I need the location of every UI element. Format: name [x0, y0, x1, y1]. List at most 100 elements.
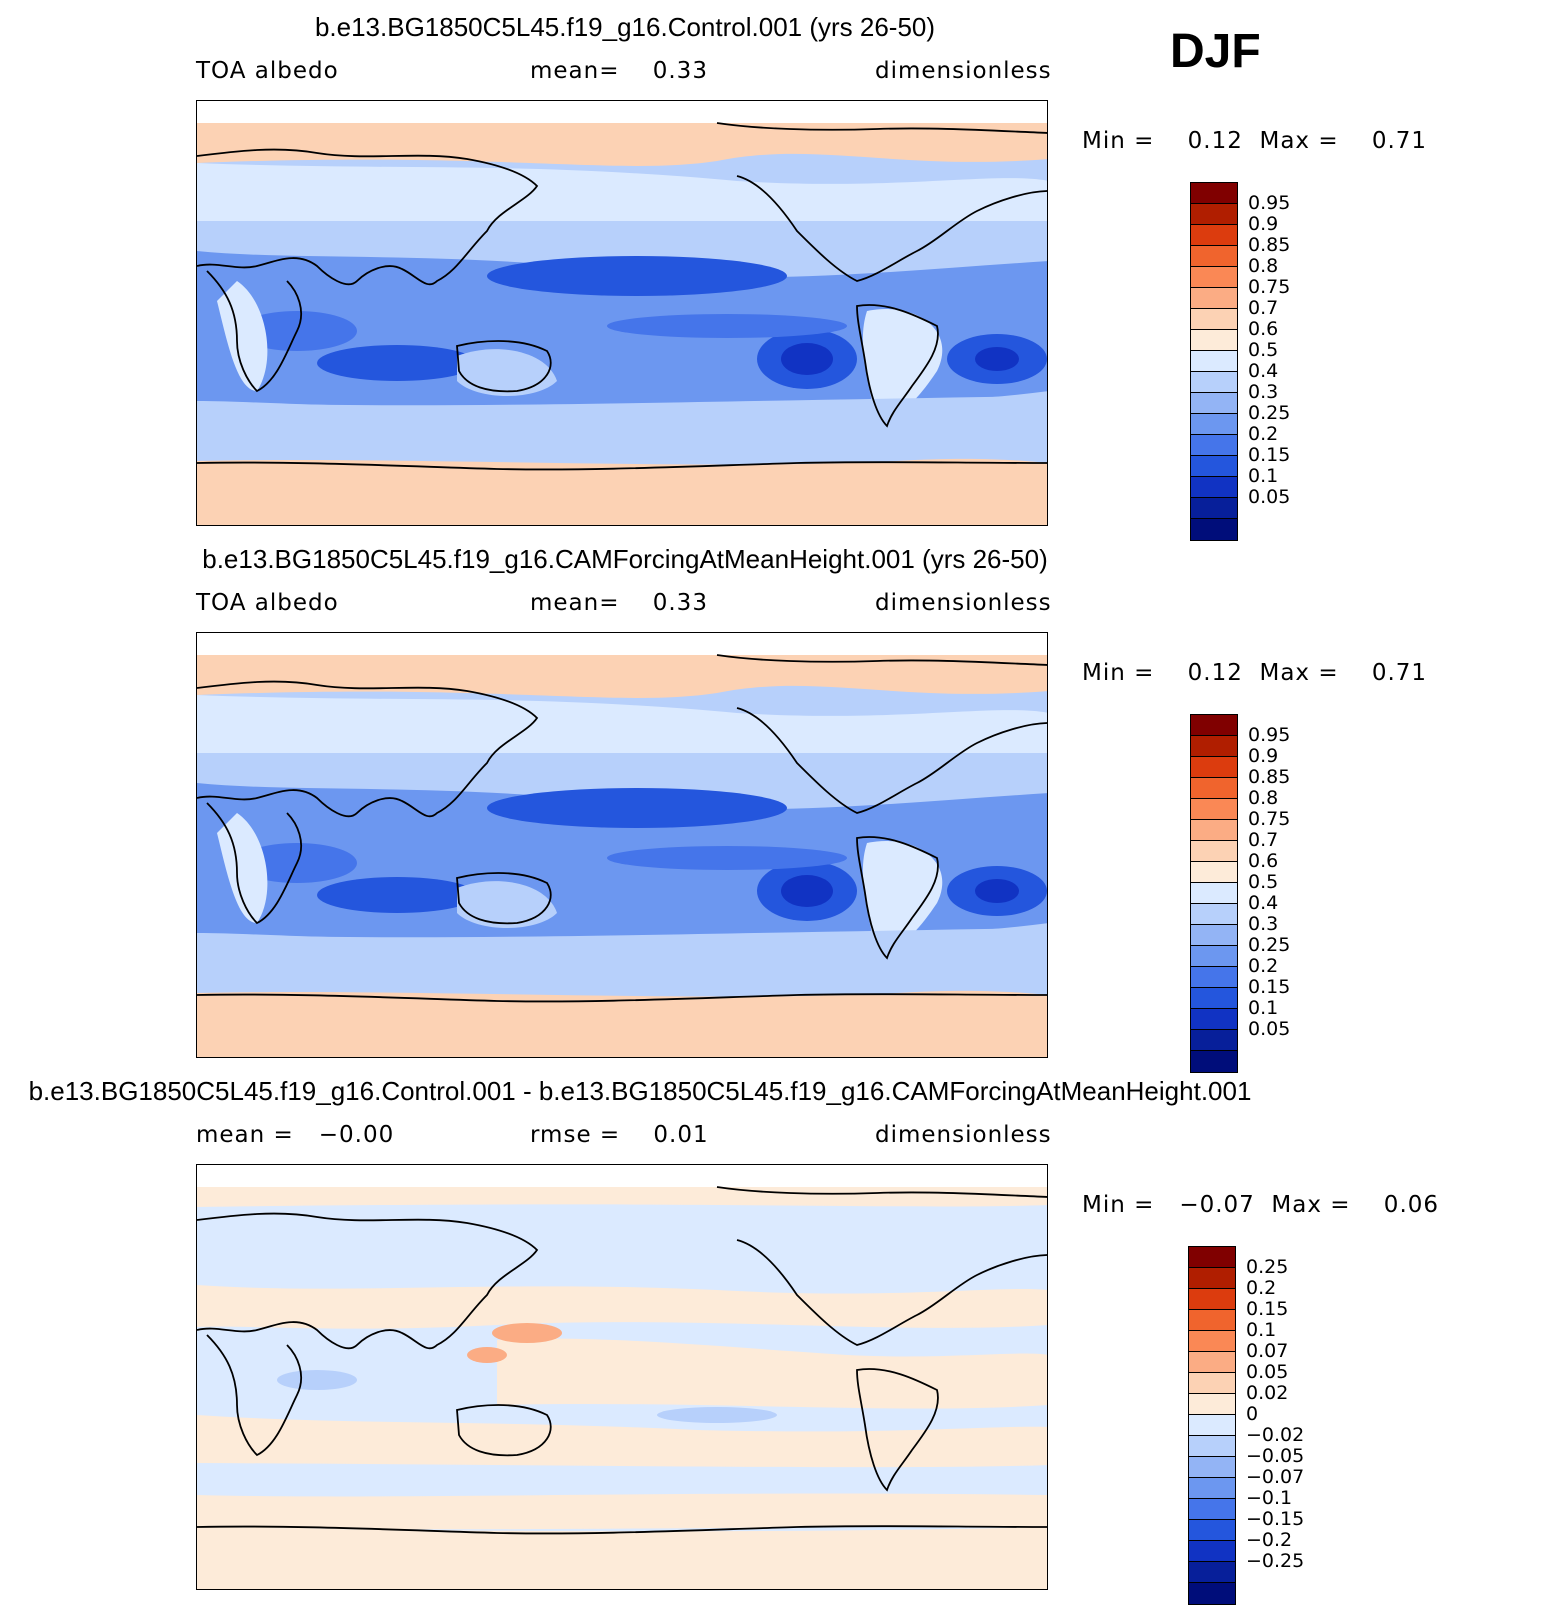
map-plot	[196, 1164, 1048, 1590]
colorbar-swatch	[1189, 1436, 1235, 1457]
mean-label: mean = −0.00	[196, 1122, 395, 1148]
colorbar-swatch	[1191, 841, 1237, 862]
colorbar-label: 0.07	[1246, 1340, 1289, 1362]
colorbar-swatch	[1189, 1268, 1235, 1289]
colorbar-label: 0.5	[1248, 871, 1279, 893]
colorbar-label: 0.25	[1248, 934, 1291, 956]
min-max-label: Min = −0.07 Max = 0.06	[1082, 1192, 1440, 1218]
colorbar-swatch	[1191, 267, 1237, 288]
world-map-svg	[197, 1165, 1047, 1589]
colorbar-swatch	[1191, 904, 1237, 925]
colorbar-swatch	[1189, 1478, 1235, 1499]
colorbar-label: 0.8	[1248, 787, 1279, 809]
colorbar-label: 0.2	[1248, 955, 1279, 977]
colorbar-swatch	[1189, 1394, 1235, 1415]
colorbar-swatch	[1191, 967, 1237, 988]
colorbar-label: 0.5	[1248, 339, 1279, 361]
colorbar-label: −0.05	[1246, 1445, 1305, 1467]
colorbar-label: −0.2	[1246, 1529, 1293, 1551]
colorbar-label: 0.1	[1248, 997, 1279, 1019]
colorbar-swatch	[1191, 757, 1237, 778]
colorbar-label: 0.25	[1246, 1256, 1289, 1278]
colorbar-label: 0.15	[1246, 1298, 1289, 1320]
colorbar-label: 0.1	[1248, 465, 1279, 487]
colorbar-label: 0.15	[1248, 444, 1291, 466]
colorbar-label: 0.9	[1248, 745, 1279, 767]
colorbar-swatch	[1191, 225, 1237, 246]
colorbar-label: 0.95	[1248, 724, 1291, 746]
colorbar-label: −0.15	[1246, 1508, 1305, 1530]
colorbar-swatch	[1191, 414, 1237, 435]
colorbar-swatch	[1191, 246, 1237, 267]
colorbar-label: 0.05	[1248, 486, 1291, 508]
colorbar-swatch	[1191, 351, 1237, 372]
colorbar-swatch	[1191, 715, 1237, 736]
colorbar-swatch	[1191, 456, 1237, 477]
colorbar-swatch	[1191, 988, 1237, 1009]
world-map-svg	[197, 633, 1047, 1057]
colorbar-label: 0.3	[1248, 381, 1279, 403]
colorbar-swatch	[1191, 498, 1237, 519]
colorbar-label: 0.4	[1248, 892, 1279, 914]
min-max-label: Min = 0.12 Max = 0.71	[1082, 660, 1428, 686]
colorbar-label: 0.2	[1248, 423, 1279, 445]
panel-camforcing: b.e13.BG1850C5L45.f19_g16.CAMForcingAtMe…	[0, 532, 1544, 1073]
variable-label: TOA albedo	[196, 58, 339, 84]
colorbar-swatch	[1191, 288, 1237, 309]
colorbar-label: 0.8	[1248, 255, 1279, 277]
colorbar-swatch	[1191, 1051, 1237, 1072]
colorbar-swatch	[1191, 330, 1237, 351]
colorbar-swatch	[1191, 477, 1237, 498]
colorbar-label: 0.7	[1248, 829, 1279, 851]
colorbar-label: 0.05	[1248, 1018, 1291, 1040]
colorbar-swatch	[1191, 519, 1237, 540]
colorbar	[1190, 182, 1238, 541]
world-map-svg	[197, 101, 1047, 525]
colorbar-label: 0.3	[1248, 913, 1279, 935]
colorbar-swatch	[1191, 435, 1237, 456]
colorbar-swatch	[1189, 1247, 1235, 1268]
colorbar-swatch	[1191, 799, 1237, 820]
colorbar-label: 0.9	[1248, 213, 1279, 235]
colorbar-swatch	[1191, 393, 1237, 414]
mean-label: mean= 0.33	[530, 58, 708, 84]
map-plot	[196, 632, 1048, 1058]
min-max-label: Min = 0.12 Max = 0.71	[1082, 128, 1428, 154]
colorbar-label: 0.1	[1246, 1319, 1277, 1341]
panel-title: b.e13.BG1850C5L45.f19_g16.Control.001 - …	[28, 1076, 1252, 1106]
colorbar-swatch	[1191, 862, 1237, 883]
colorbar-label: 0.6	[1248, 318, 1279, 340]
colorbar-swatch	[1189, 1562, 1235, 1583]
colorbar-label: 0.85	[1248, 766, 1291, 788]
colorbar-label: 0.7	[1248, 297, 1279, 319]
colorbar-label: 0.02	[1246, 1382, 1289, 1404]
units-label: dimensionless	[875, 590, 1052, 616]
rmse-label: rmse = 0.01	[530, 1122, 709, 1148]
panel-title: b.e13.BG1850C5L45.f19_g16.Control.001 (y…	[314, 12, 936, 42]
colorbar-swatch	[1189, 1499, 1235, 1520]
colorbar-label: 0.6	[1248, 850, 1279, 872]
colorbar	[1188, 1246, 1236, 1605]
colorbar-label: 0.15	[1248, 976, 1291, 998]
mean-label: mean= 0.33	[530, 590, 708, 616]
colorbar-label: 0.4	[1248, 360, 1279, 382]
colorbar-label: −0.25	[1246, 1550, 1305, 1572]
colorbar-swatch	[1191, 204, 1237, 225]
colorbar-label: 0.75	[1248, 808, 1291, 830]
colorbar-swatch	[1191, 183, 1237, 204]
colorbar-label: 0.05	[1246, 1361, 1289, 1383]
colorbar-label: 0.2	[1246, 1277, 1277, 1299]
variable-label: TOA albedo	[196, 590, 339, 616]
colorbar-label: 0.25	[1248, 402, 1291, 424]
colorbar-label: 0.75	[1248, 276, 1291, 298]
colorbar-swatch	[1191, 925, 1237, 946]
colorbar	[1190, 714, 1238, 1073]
colorbar-swatch	[1191, 1030, 1237, 1051]
colorbar-swatch	[1191, 309, 1237, 330]
panel-difference: b.e13.BG1850C5L45.f19_g16.Control.001 - …	[0, 1064, 1544, 1605]
colorbar-swatch	[1191, 372, 1237, 393]
colorbar-swatch	[1189, 1541, 1235, 1562]
colorbar-swatch	[1189, 1583, 1235, 1604]
panel-title: b.e13.BG1850C5L45.f19_g16.CAMForcingAtMe…	[202, 544, 1048, 574]
map-plot	[196, 100, 1048, 526]
